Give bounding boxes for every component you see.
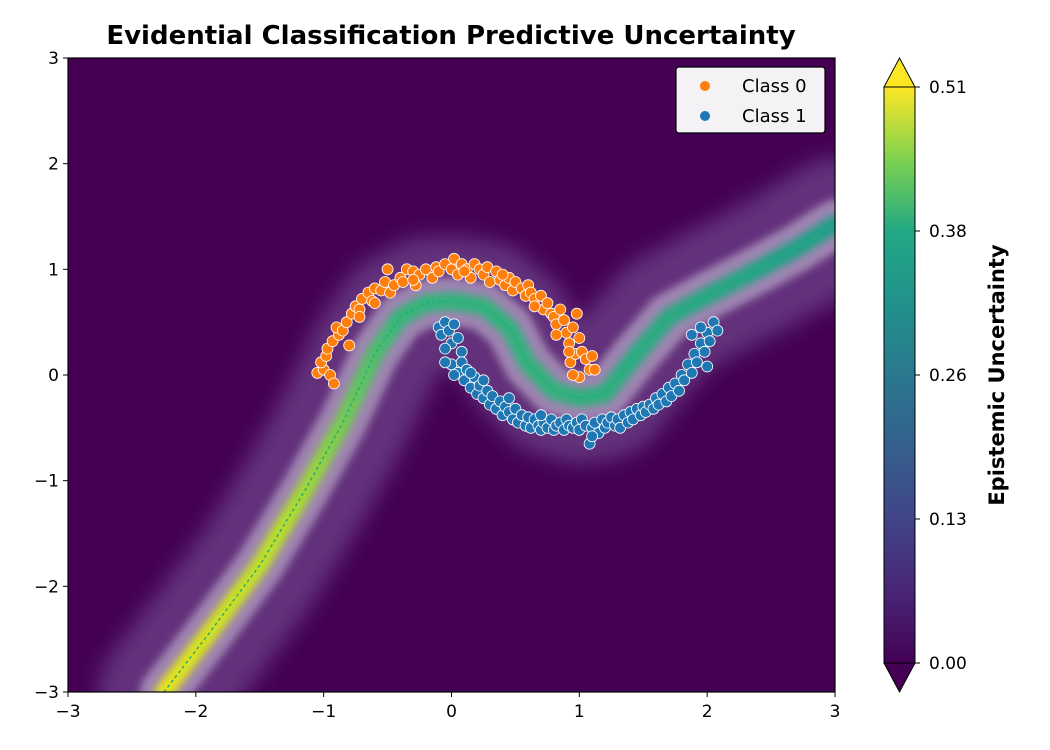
colorbar-tick-label: 0.38 [929, 222, 967, 242]
x-tick-label: 1 [574, 702, 585, 722]
point-class-1-97 [464, 366, 477, 379]
y-tick-label: −3 [34, 683, 59, 703]
point-class-0-79 [567, 369, 579, 381]
point-class-0-11 [340, 316, 353, 329]
point-class-0-72 [573, 332, 586, 344]
colorbar-extend-max [883, 56, 916, 88]
point-class-0-26 [396, 276, 409, 288]
scatter-points [311, 252, 724, 450]
colorbar-tick-label: 0.00 [929, 654, 967, 674]
point-class-1-83 [685, 366, 698, 379]
colorbar-ticks: 0.00 0.13 0.26 0.38 0.51 [915, 78, 967, 674]
point-class-0-83 [407, 273, 420, 286]
colorbar-label: Epistemic Uncertainty [985, 244, 1009, 506]
point-class-1-7 [455, 345, 468, 358]
point-class-1-91 [711, 324, 724, 337]
legend: Class 0 Class 1 [675, 66, 826, 134]
chart-title: Evidential Classification Predictive Unc… [106, 21, 795, 51]
point-class-1-94 [685, 328, 698, 341]
point-class-0-87 [550, 328, 563, 341]
y-axis: −3 −2 −1 0 1 2 3 [34, 49, 68, 703]
point-class-1-96 [448, 369, 461, 381]
point-class-0-5 [327, 377, 340, 390]
point-class-0-64 [554, 303, 567, 316]
point-class-1-87 [698, 345, 711, 358]
x-tick-label: −1 [311, 702, 336, 722]
colorbar-gradient [883, 86, 916, 664]
point-class-0-81 [353, 310, 366, 323]
point-class-0-65 [558, 314, 570, 327]
point-class-0-84 [458, 265, 471, 278]
point-class-1-95 [439, 356, 452, 369]
point-class-1-98 [477, 374, 490, 387]
point-class-0-22 [381, 263, 394, 276]
legend-box [675, 66, 826, 134]
point-class-1-92 [694, 321, 707, 334]
colorbar-tick-label: 0.26 [929, 366, 967, 386]
point-class-1-5 [448, 318, 461, 331]
point-class-1-93 [701, 360, 714, 373]
point-class-1-8 [439, 342, 452, 355]
point-class-1-89 [703, 335, 716, 348]
colorbar-tick-label: 0.51 [929, 78, 967, 98]
colorbar-tick-label: 0.13 [929, 510, 967, 530]
y-tick-label: 1 [48, 260, 59, 280]
legend-label-class-0: Class 0 [742, 76, 807, 97]
point-class-0-80 [563, 345, 575, 358]
x-tick-label: 2 [702, 702, 713, 722]
colorbar-extend-min [883, 662, 916, 694]
point-class-1-101 [586, 430, 598, 443]
point-class-1-85 [691, 356, 703, 369]
point-class-0-77 [586, 350, 598, 362]
plot-area [68, 58, 835, 692]
point-class-0-12 [343, 339, 356, 352]
point-class-0-85 [496, 268, 509, 281]
y-tick-label: 2 [48, 155, 59, 175]
x-axis: −3 −2 −1 0 1 2 3 [55, 692, 840, 722]
decision-boundary-line [163, 223, 835, 692]
point-class-1-79 [673, 384, 685, 397]
point-class-0-69 [570, 307, 583, 320]
legend-label-class-1: Class 1 [742, 106, 807, 127]
y-tick-label: 3 [48, 49, 59, 69]
point-class-1-6 [451, 332, 464, 344]
x-tick-label: 0 [446, 702, 457, 722]
y-tick-label: 0 [48, 366, 59, 386]
y-tick-label: −1 [34, 472, 59, 492]
point-class-0-82 [368, 297, 381, 310]
point-class-0-60 [541, 297, 554, 310]
point-class-0-86 [528, 300, 541, 313]
x-tick-label: 3 [830, 702, 841, 722]
x-tick-label: −2 [183, 702, 208, 722]
legend-marker-class-0 [700, 81, 710, 91]
point-class-1-100 [535, 409, 547, 422]
legend-marker-class-1 [700, 111, 710, 121]
colorbar: 0.00 0.13 0.26 0.38 0.51 Epistemic Uncertain… [883, 56, 1009, 694]
point-class-0-68 [567, 321, 579, 334]
x-tick-label: −3 [55, 702, 80, 722]
y-tick-label: −2 [34, 577, 59, 597]
point-class-1-99 [503, 392, 515, 405]
point-class-1-81 [678, 374, 691, 387]
point-class-0-46 [483, 276, 496, 288]
point-class-0-78 [588, 363, 601, 376]
